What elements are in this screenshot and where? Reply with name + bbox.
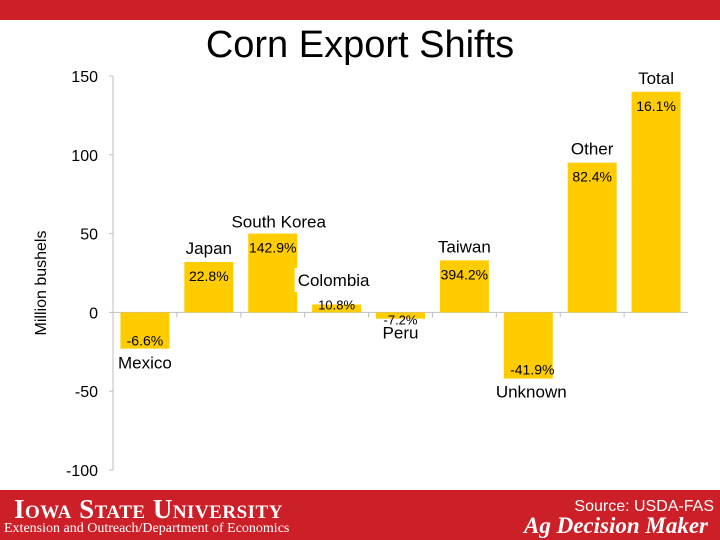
source-text: Source: USDA-FAS <box>574 498 714 515</box>
bar <box>439 260 489 313</box>
percent-label: 10.8% <box>318 297 355 312</box>
category-label-bg <box>294 268 373 292</box>
bar <box>120 312 170 349</box>
category-label: South Korea <box>231 213 326 232</box>
category-label: Total <box>638 69 674 88</box>
bar <box>376 312 425 319</box>
category-label: Unknown <box>496 383 567 402</box>
category-label: Mexico <box>118 354 172 373</box>
y-tick-label: -50 <box>75 384 98 401</box>
category-label: Peru <box>383 324 419 343</box>
department-text: Extension and Outreach/Department of Eco… <box>4 521 290 536</box>
bar <box>631 91 681 313</box>
bar <box>567 162 617 313</box>
percent-label: 394.2% <box>441 266 488 282</box>
percent-label: -41.9% <box>510 362 554 378</box>
bar <box>184 261 234 313</box>
percent-label: 22.8% <box>189 268 229 284</box>
category-label: Japan <box>186 239 232 258</box>
chart-title: Corn Export Shifts <box>205 24 515 66</box>
percent-label: -6.6% <box>127 332 164 348</box>
y-tick-label: 100 <box>71 148 98 165</box>
y-tick-label: 50 <box>80 227 98 244</box>
program-logo-text: Ag Decision Maker <box>524 513 708 538</box>
category-label: Colombia <box>298 271 370 290</box>
university-logo-text: Iowa State University <box>14 494 283 524</box>
footer-banner <box>0 490 720 540</box>
y-tick-label: 150 <box>71 69 98 86</box>
bar <box>503 312 553 379</box>
category-label: Taiwan <box>438 237 491 256</box>
percent-label: 82.4% <box>572 169 612 185</box>
y-tick-label: 0 <box>89 305 98 322</box>
bar-chart: 150 100 50 0 -50 -100 Million bushels -6.6% Mexi… <box>33 69 688 480</box>
bar <box>312 304 362 313</box>
percent-label: 16.1% <box>636 98 676 114</box>
category-label: Other <box>571 140 614 159</box>
bar <box>248 233 298 313</box>
percent-label: -7.2% <box>384 312 418 327</box>
y-tick-label: -100 <box>66 463 98 480</box>
y-axis-label: Million bushels <box>33 231 50 336</box>
top-banner <box>0 0 720 20</box>
percent-label: 142.9% <box>249 240 296 256</box>
